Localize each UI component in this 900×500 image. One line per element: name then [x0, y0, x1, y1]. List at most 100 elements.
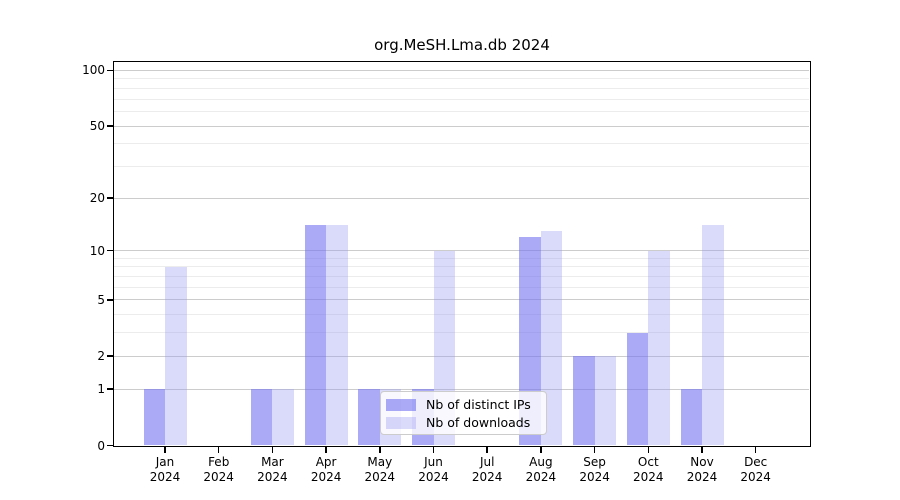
x-tick-label: Feb 2024	[179, 455, 259, 485]
bar-ips-mar	[250, 389, 273, 446]
minor-gridline	[114, 98, 809, 100]
x-tick-label-line: Dec	[744, 454, 768, 469]
minor-gridline	[114, 276, 809, 278]
y-tick-label: 2	[97, 349, 105, 364]
x-tick-label: May 2024	[340, 455, 420, 485]
x-tick-label: Jul 2024	[447, 455, 527, 485]
bar-ips-sep	[573, 356, 595, 446]
x-tick	[325, 447, 327, 453]
minor-gridline	[114, 314, 809, 316]
x-tick-label: Oct 2024	[608, 455, 688, 485]
minor-gridline	[114, 110, 809, 112]
y-tick	[107, 444, 114, 447]
legend-swatch-distinct-ips	[386, 399, 416, 411]
x-tick-label-line: Jan	[155, 454, 175, 469]
x-tick-label-line: Mar	[261, 454, 284, 469]
x-tick-label-line: 2024	[471, 469, 503, 484]
major-gridline	[114, 299, 809, 301]
y-tick	[107, 355, 114, 357]
minor-gridline	[114, 266, 809, 268]
major-gridline	[114, 197, 809, 199]
bar-ips-nov	[680, 389, 702, 446]
y-tick-label: 5	[97, 292, 105, 307]
bar-ips-oct	[626, 332, 649, 446]
plot-area: Nb of distinct IPs Nb of downloads	[112, 60, 811, 447]
x-tick-label-line: 2024	[364, 469, 396, 484]
bar-downloads-apr	[326, 225, 348, 446]
legend-item-downloads: Nb of downloads	[386, 414, 546, 432]
y-tick	[107, 197, 114, 199]
x-tick-label: Dec 2024	[716, 455, 796, 485]
legend-item-distinct-ips: Nb of distinct IPs	[386, 396, 546, 414]
y-tick	[107, 249, 114, 252]
y-tick	[107, 125, 114, 127]
major-gridline	[114, 388, 809, 390]
x-tick-label: Aug 2024	[501, 455, 581, 485]
x-tick	[271, 447, 274, 453]
x-tick-label-line: 2024	[740, 469, 771, 484]
bar-downloads-sep	[594, 356, 617, 446]
y-tick-label: 0	[97, 438, 105, 453]
y-tick-label: 100	[82, 63, 105, 78]
x-tick-label-line: 2024	[257, 469, 288, 484]
y-tick-label: 1	[97, 382, 105, 397]
y-tick	[107, 299, 114, 301]
x-tick-label-line: 2024	[633, 469, 664, 484]
minor-gridline	[114, 257, 809, 259]
y-tick-label: 20	[89, 191, 105, 206]
x-tick	[379, 447, 381, 453]
bar-ips-apr	[304, 225, 327, 446]
x-tick	[593, 447, 596, 453]
x-tick-label-line: Jul	[479, 454, 495, 469]
minor-gridline	[114, 165, 809, 167]
minor-gridline	[114, 332, 809, 334]
bar-downloads-jan	[165, 266, 187, 446]
major-gridline	[114, 250, 809, 252]
bar-ips-jan	[143, 389, 165, 446]
legend: Nb of distinct IPs Nb of downloads	[380, 391, 547, 435]
x-tick	[164, 447, 166, 453]
major-gridline	[114, 125, 809, 127]
x-tick-label-line: 2024	[686, 469, 718, 484]
minor-gridline	[114, 87, 809, 89]
y-tick	[107, 388, 114, 390]
x-tick	[432, 447, 435, 453]
x-tick-label-line: 2024	[525, 469, 557, 484]
legend-label-downloads: Nb of downloads	[426, 415, 531, 430]
chart-title: org.MeSH.Lma.db 2024	[374, 36, 550, 54]
x-tick-label-line: 2024	[203, 469, 234, 484]
legend-swatch-downloads	[386, 417, 416, 429]
x-tick-label: Jun 2024	[394, 455, 474, 485]
major-gridline	[114, 69, 809, 71]
x-tick-label-line: Oct	[637, 454, 659, 469]
x-tick-label-line: Sep	[583, 454, 606, 469]
x-tick	[486, 447, 488, 453]
x-tick	[701, 447, 703, 453]
minor-gridline	[114, 78, 809, 80]
x-tick-label: Mar 2024	[232, 455, 312, 485]
x-tick-label: Jan 2024	[125, 455, 205, 485]
y-tick-label: 50	[89, 119, 105, 133]
major-gridline	[114, 355, 809, 357]
x-tick-label-line: 2024	[418, 469, 449, 484]
bar-downloads-mar	[272, 389, 294, 446]
bar-downloads-oct	[648, 250, 670, 446]
x-tick	[647, 447, 650, 453]
y-tick	[107, 69, 114, 72]
x-tick-label-line: Apr	[315, 454, 337, 469]
x-tick	[754, 447, 757, 453]
x-tick-label-line: 2024	[579, 469, 610, 484]
x-tick-label-line: Nov	[690, 454, 714, 469]
legend-label-distinct-ips: Nb of distinct IPs	[426, 397, 531, 412]
x-tick-label: Nov 2024	[662, 455, 742, 485]
x-tick-label: Sep 2024	[555, 455, 635, 485]
x-tick-label-line: May	[367, 454, 393, 469]
minor-gridline	[114, 143, 809, 145]
minor-gridline	[114, 286, 809, 288]
x-tick-label-line: Jun	[424, 454, 443, 469]
x-tick-label: Apr 2024	[286, 455, 366, 485]
x-tick-label-line: 2024	[149, 469, 181, 484]
bar-ips-may	[358, 389, 380, 446]
y-tick-label: 10	[89, 243, 105, 258]
